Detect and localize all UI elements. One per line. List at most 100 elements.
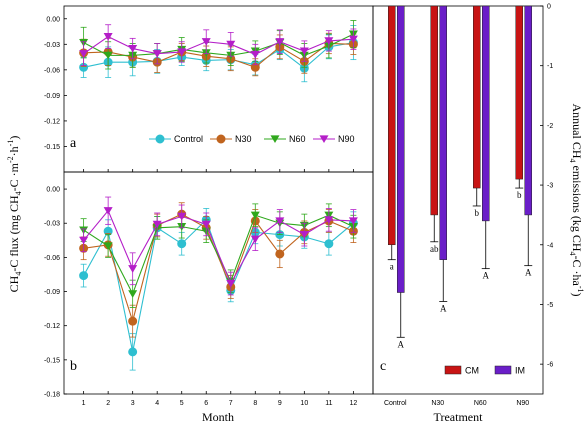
- x-tick-label: 2: [106, 400, 110, 407]
- significance-letter-im: A: [398, 339, 405, 349]
- y-tick-label: 0.00: [46, 16, 60, 23]
- significance-letter-cm: b: [475, 208, 480, 218]
- series-line-n90: [83, 36, 354, 56]
- legend-a: Control N30 N60 N90: [149, 134, 355, 144]
- data-point-n90: [226, 279, 236, 288]
- y-tick-label: -0.12: [44, 118, 60, 125]
- data-point-control: [79, 271, 89, 281]
- y-tick-label: -0.09: [44, 93, 60, 100]
- significance-letter-im: A: [483, 271, 490, 281]
- data-point-n90: [250, 50, 260, 59]
- data-point-n90: [103, 207, 113, 215]
- y-tick-label: -0.18: [44, 392, 60, 399]
- x-tick-label: 12: [349, 400, 357, 407]
- y-tick-label: -0.12: [44, 323, 60, 330]
- significance-letter-cm: a: [390, 262, 394, 272]
- y-tick-label: -0.06: [44, 67, 60, 74]
- data-point-n90: [103, 33, 113, 41]
- data-point-n90: [275, 38, 285, 46]
- legend-label: IM: [515, 366, 525, 376]
- x-tick-label: N90: [516, 400, 529, 407]
- legend-label: Control: [174, 134, 203, 144]
- data-point-n90: [348, 35, 358, 44]
- x-tick-label: 6: [204, 400, 208, 407]
- x-tick-label: 7: [229, 400, 233, 407]
- data-point-n90: [152, 50, 162, 58]
- y-tick-label: -0.06: [44, 255, 60, 262]
- legend-marker: [216, 134, 226, 144]
- legend-label: N30: [235, 134, 252, 144]
- y-tick-label: -1: [547, 63, 553, 70]
- bar-cm: [430, 5, 438, 216]
- data-point-n90: [250, 235, 260, 244]
- panel-label-c: c: [380, 359, 386, 374]
- legend-marker: [319, 135, 329, 144]
- x-tick-label: 1: [82, 400, 86, 407]
- series-line-n90: [83, 209, 354, 285]
- data-point-n60: [128, 290, 138, 298]
- x-tick-label: N30: [431, 400, 444, 407]
- panel-b-plot: 0.00-0.03-0.06-0.09-0.12-0.15-0.181 2 3 4 5 6…: [44, 187, 358, 407]
- data-point-control: [324, 239, 334, 249]
- panel-label-b: b: [70, 359, 77, 374]
- y-tick-label: -0.03: [44, 221, 60, 228]
- data-point-n90: [324, 216, 334, 224]
- significance-letter-cm: b: [517, 190, 522, 200]
- y-tick-label: -5: [547, 302, 553, 309]
- data-point-n60: [250, 211, 260, 220]
- legend-marker: [270, 135, 280, 144]
- y-tick-label: 0.00: [46, 187, 60, 194]
- x-tick-label: 10: [300, 400, 308, 407]
- data-point-control: [177, 239, 187, 249]
- data-point-n90: [152, 220, 162, 229]
- bar-im: [482, 5, 490, 222]
- y-tick-label: -0.03: [44, 42, 60, 49]
- data-point-n90: [299, 231, 309, 239]
- x-tick-label: N60: [474, 400, 487, 407]
- x-tick-label: 3: [131, 400, 135, 407]
- data-point-n90: [226, 40, 236, 49]
- y-tick-label: -3: [547, 183, 553, 190]
- y-tick-label: -0.15: [44, 357, 60, 364]
- data-point-n60: [103, 51, 113, 60]
- y-tick-label: -6: [547, 362, 553, 369]
- series-line-control: [83, 218, 354, 352]
- legend-c: CM IM: [444, 365, 525, 376]
- x-tick-label: 8: [253, 400, 257, 407]
- bar-cm: [515, 5, 523, 180]
- data-point-n30: [128, 316, 138, 326]
- data-point-n90: [128, 44, 138, 53]
- data-point-n60: [103, 242, 113, 251]
- y-axis-left-label: CH4-C flux (mg CH4-C ·m-2·h-1): [6, 136, 23, 293]
- data-point-n90: [79, 236, 89, 245]
- y-tick-label: -4: [547, 242, 553, 249]
- bar-im: [397, 5, 405, 293]
- panel-c-frame: [372, 5, 544, 395]
- legend-label: CM: [465, 366, 479, 376]
- y-tick-label: 0: [547, 4, 551, 11]
- legend-label: N90: [338, 134, 355, 144]
- x-tick-label: Control: [384, 400, 407, 407]
- y-tick-label: -0.15: [44, 144, 60, 151]
- x-tick-label: 9: [278, 400, 282, 407]
- y-tick-label: -0.09: [44, 289, 60, 296]
- panel-c-plot: 0 -1 -2 -3 -4 -5 -6 Control a A N30 ab A N60 b A N90 b A: [384, 4, 553, 408]
- data-point-n30: [275, 249, 285, 259]
- x-tick-label: 4: [155, 400, 159, 407]
- bar-cm: [388, 5, 396, 246]
- panel-b-frame: [63, 171, 374, 395]
- panel-label-a: a: [70, 136, 77, 151]
- series-line-n60: [83, 214, 354, 296]
- legend-label: N60: [289, 134, 306, 144]
- significance-letter-im: A: [440, 303, 447, 313]
- legend-marker: [155, 134, 165, 144]
- data-point-n90: [79, 50, 89, 58]
- legend-swatch: [494, 365, 512, 375]
- x-tick-label: 5: [180, 400, 184, 407]
- x-tick-label: 11: [325, 400, 332, 407]
- significance-letter-cm: ab: [430, 244, 439, 254]
- panel-a-plot: 0.00 -0.03 -0.06 -0.09 -0.12 -0.15: [44, 16, 358, 172]
- series-line-n30: [83, 213, 354, 324]
- data-point-n90: [177, 212, 187, 221]
- data-point-n90: [128, 265, 138, 273]
